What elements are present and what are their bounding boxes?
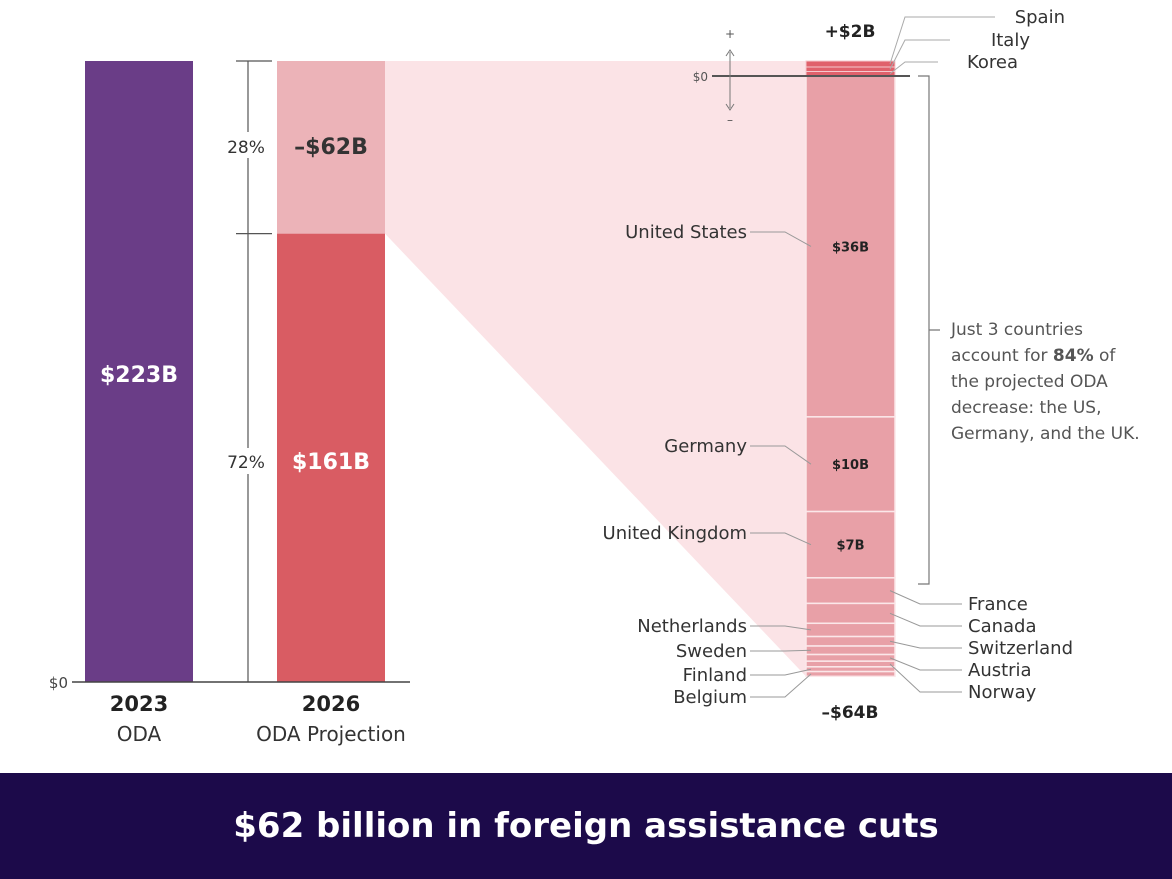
bar-segment-germany xyxy=(805,416,896,513)
bracket-gap xyxy=(220,132,270,158)
cut-percent: 28% xyxy=(227,138,265,158)
top-total-label: +$2B xyxy=(825,22,876,42)
x-tick-2026: 2026 xyxy=(302,692,360,716)
minus-sign: – xyxy=(727,113,733,127)
segment-value-label: $10B xyxy=(832,458,869,473)
direction-arrow-icon xyxy=(725,49,735,111)
bar-segment-sweden xyxy=(805,645,896,656)
bar-2026-cut-label: –$62B xyxy=(294,135,368,160)
leader-line xyxy=(750,445,812,465)
country-label-norway: Norway xyxy=(968,682,1037,703)
bar-segment-netherlands xyxy=(805,622,896,638)
bar-segment-belgium xyxy=(805,670,896,678)
country-label-spain: Spain xyxy=(1015,7,1065,28)
leader-line xyxy=(750,532,812,546)
country-label-canada: Canada xyxy=(968,616,1037,637)
country-label-united-kingdom: United Kingdom xyxy=(603,523,747,544)
annotation-line: account for xyxy=(951,346,1053,366)
bracket-gap xyxy=(220,448,270,474)
country-label-germany: Germany xyxy=(664,436,747,457)
y-zero-label: $0 xyxy=(49,674,68,692)
leader-line xyxy=(889,61,938,75)
annotation-line: decrease: the US, xyxy=(951,398,1101,418)
annotation-line: Germany, and the UK. xyxy=(951,424,1140,444)
x-tick-2023: 2023 xyxy=(110,692,168,716)
bottom-total-label: –$64B xyxy=(822,703,879,723)
segment-value-label: $7B xyxy=(837,539,865,554)
annotation-bracket xyxy=(918,75,940,585)
country-label-united-states: United States xyxy=(625,222,747,243)
leader-line xyxy=(889,663,962,693)
leader-line xyxy=(750,231,812,247)
bar-segment-norway xyxy=(805,660,896,668)
bar-segment-austria xyxy=(805,653,896,662)
country-label-france: France xyxy=(968,594,1028,615)
zero-label: $0 xyxy=(693,70,708,84)
bar-2023-label: $223B xyxy=(100,363,178,388)
country-label-netherlands: Netherlands xyxy=(637,616,747,637)
title-banner: $62 billion in foreign assistance cuts xyxy=(0,773,1172,879)
bar-2026-retained-label: $161B xyxy=(292,450,370,475)
country-label-sweden: Sweden xyxy=(676,641,747,662)
annotation-line: the projected ODA xyxy=(951,372,1108,392)
percent-bracket xyxy=(236,60,272,682)
retained-percent: 72% xyxy=(227,453,265,473)
bar-2026-cut xyxy=(277,61,385,234)
country-label-korea: Korea xyxy=(967,52,1018,73)
oda-chart: $223B –$62B $161B 28% 72% $0 2023 ODA 2026 ODA Pr… xyxy=(49,7,1140,746)
bar-segment-italy xyxy=(805,66,896,72)
annotation-line: 84% xyxy=(1053,346,1094,366)
zoom-wedge xyxy=(385,61,806,677)
segment-value-label: $36B xyxy=(832,240,869,255)
bar-segment-spain xyxy=(805,60,896,68)
bar-segment-canada xyxy=(805,602,896,625)
bar-segment-switzerland xyxy=(805,635,896,647)
leader-line xyxy=(889,657,962,671)
annotation-line: Just 3 countries xyxy=(950,320,1083,340)
bar-2026-retained xyxy=(277,233,385,682)
bar-2023 xyxy=(85,61,193,682)
leader-line xyxy=(889,590,962,605)
country-label-finland: Finland xyxy=(683,665,747,686)
plus-sign: + xyxy=(725,27,735,41)
leader-line xyxy=(889,39,950,70)
leader-line xyxy=(889,16,995,65)
country-label-italy: Italy xyxy=(991,30,1030,51)
country-label-austria: Austria xyxy=(968,660,1032,681)
leader-line xyxy=(750,668,812,676)
x-label-2026: ODA Projection xyxy=(256,722,406,746)
x-label-2023: ODA xyxy=(117,722,162,746)
bar-segment-france xyxy=(805,577,896,605)
leader-line xyxy=(750,673,812,698)
leader-line xyxy=(889,640,962,649)
leader-line xyxy=(750,649,812,652)
annotation-text: Just 3 countries account for 84% of the pr… xyxy=(950,320,1140,444)
country-label-belgium: Belgium xyxy=(673,687,747,708)
banner-title: $62 billion in foreign assistance cuts xyxy=(233,806,939,846)
leader-line xyxy=(889,612,962,627)
annotation-line: of xyxy=(1094,346,1117,366)
country-label-switzerland: Switzerland xyxy=(968,638,1073,659)
leader-line xyxy=(750,625,812,631)
